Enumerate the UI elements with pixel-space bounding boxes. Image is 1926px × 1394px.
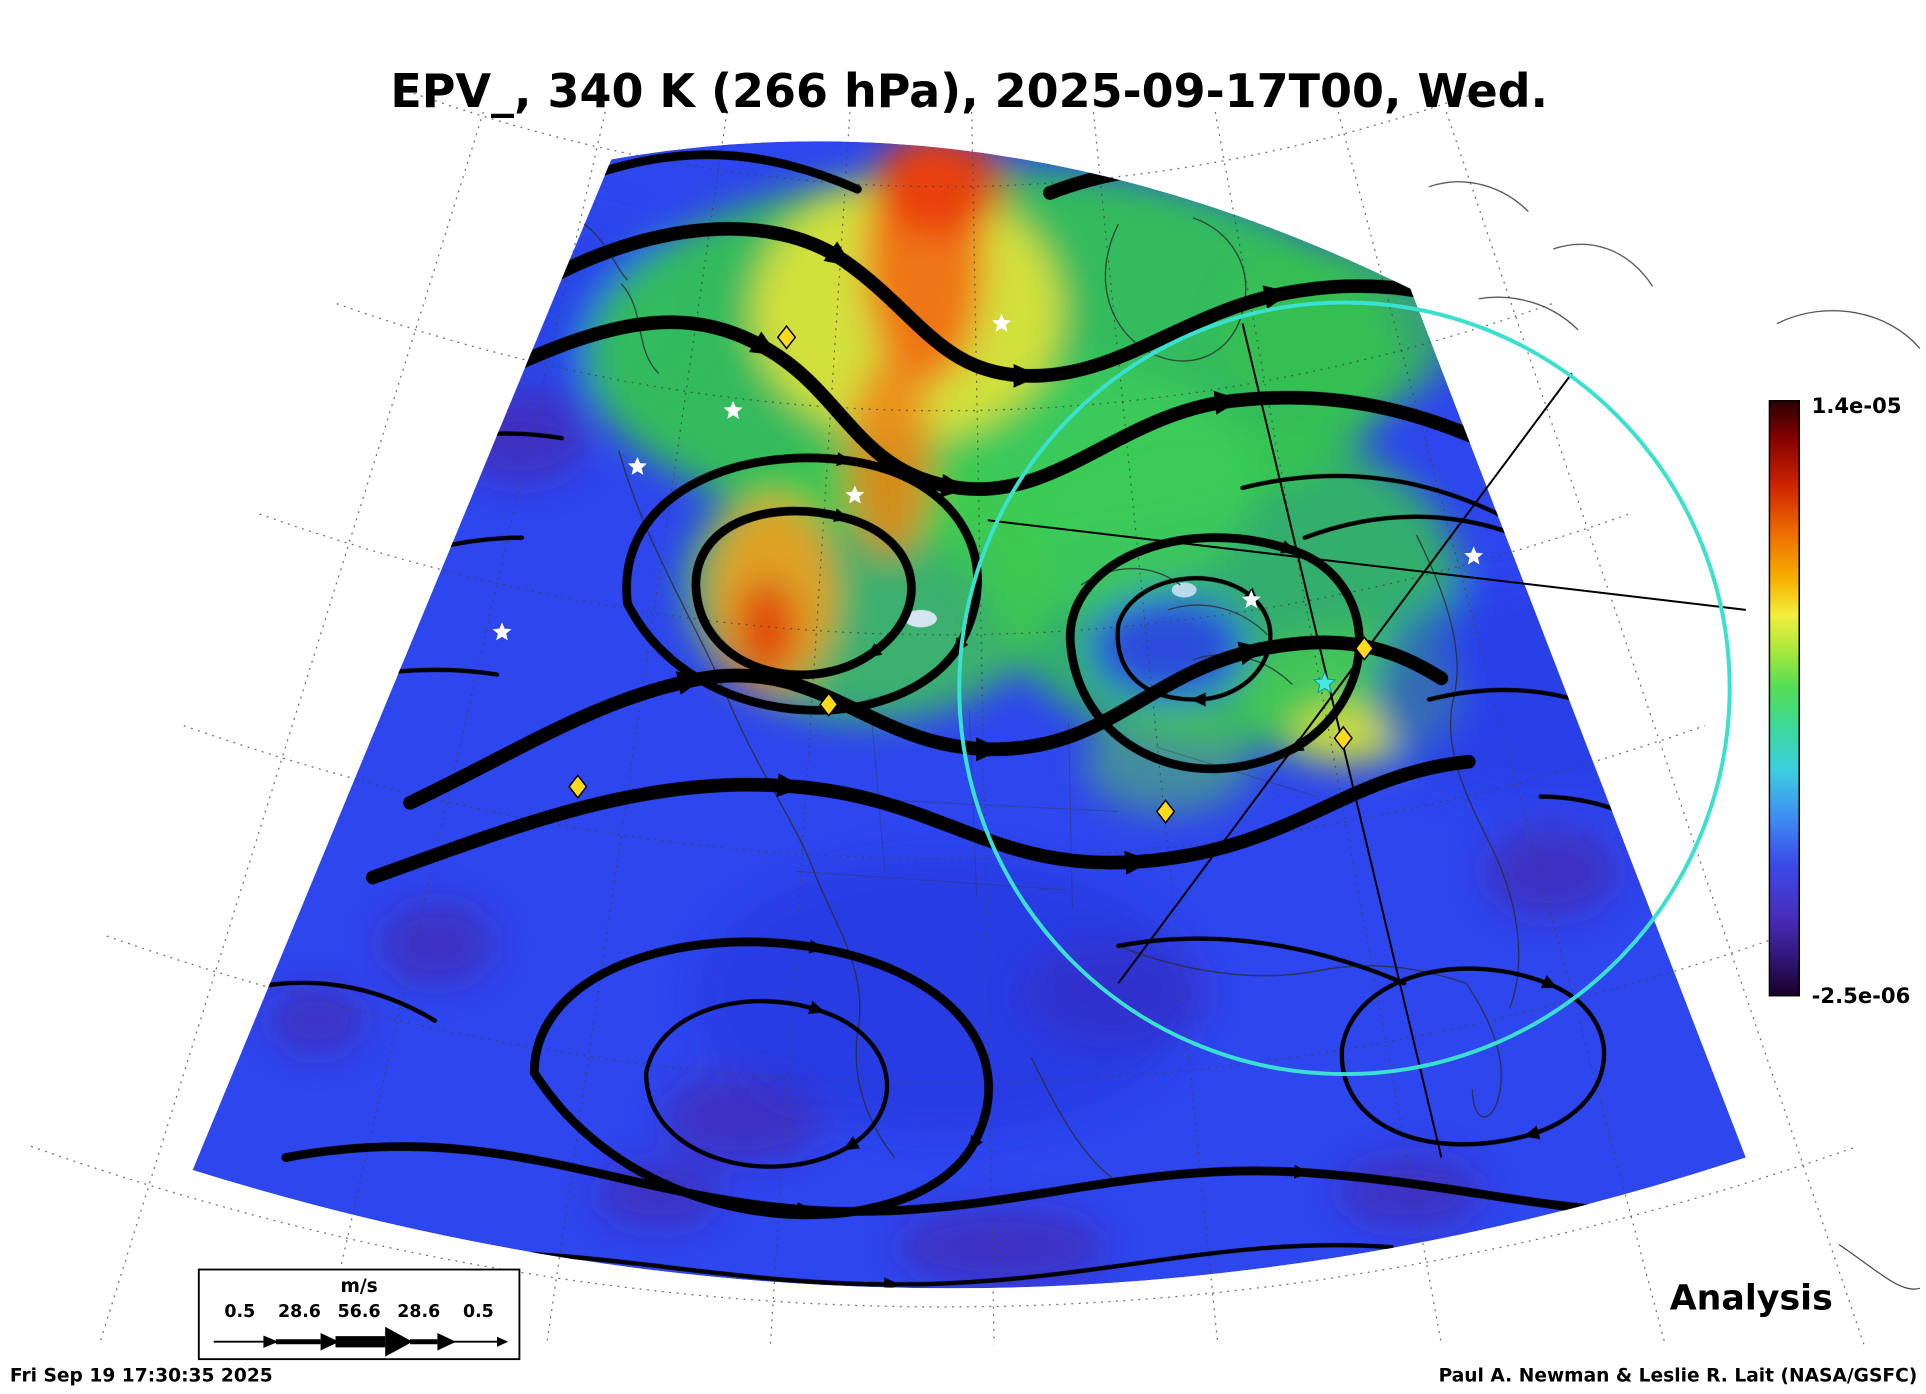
crosshair-line xyxy=(987,519,1746,611)
star-marker xyxy=(628,456,647,475)
streamline xyxy=(1116,936,1407,986)
range-circle xyxy=(957,300,1732,1077)
streamline xyxy=(596,1338,1118,1349)
streamline xyxy=(365,754,1476,885)
station-diamond-marker xyxy=(568,774,588,800)
star-marker xyxy=(1464,546,1484,565)
star-marker xyxy=(492,622,512,641)
plot-title: EPV_, 340 K (266 hPa), 2025-09-17T00, We… xyxy=(390,64,1548,118)
wind-legend-tick: 56.6 xyxy=(338,1302,381,1322)
range-circle-overlay xyxy=(957,300,1746,1158)
star-marker xyxy=(723,400,743,419)
credit: Paul A. Newman & Leslie R. Lait (NASA/GS… xyxy=(1439,1366,1918,1387)
colorbar: 1.4e-05 -2.5e-06 xyxy=(1768,393,1911,1008)
streamline xyxy=(529,937,993,1220)
wind-legend-tick: 28.6 xyxy=(397,1302,440,1322)
station-diamond-marker xyxy=(1333,725,1353,751)
star-marker xyxy=(1241,589,1261,609)
station-markers xyxy=(492,313,1484,824)
station-diamond-marker xyxy=(1155,799,1176,824)
streamline xyxy=(281,1142,1735,1217)
streamline xyxy=(1115,576,1273,707)
star-marker xyxy=(1312,670,1337,694)
colorbar-min-label: -2.5e-06 xyxy=(1812,983,1911,1008)
wind-legend-tick: 28.6 xyxy=(278,1302,321,1322)
streamline xyxy=(622,452,982,715)
star-marker xyxy=(845,485,865,504)
station-diamond-marker xyxy=(1354,636,1374,661)
colorbar-gradient xyxy=(1768,400,1801,997)
wind-legend-tick: 0.5 xyxy=(463,1302,494,1322)
analysis-label: Analysis xyxy=(1670,1278,1833,1318)
streamline xyxy=(643,998,890,1169)
streamline xyxy=(1065,533,1364,774)
wind-legend-unit: m/s xyxy=(340,1276,377,1297)
star-marker xyxy=(992,313,1011,332)
colorbar-max-label: 1.4e-05 xyxy=(1812,393,1902,418)
wind-legend-arrow xyxy=(213,1326,509,1357)
station-diamond-marker xyxy=(819,692,839,717)
wind-legend: m/s 0.5 28.6 56.6 28.6 0.5 xyxy=(197,1268,521,1361)
wind-legend-tick: 0.5 xyxy=(224,1302,255,1322)
timestamp: Fri Sep 19 17:30:35 2025 xyxy=(10,1366,273,1387)
streamline xyxy=(1339,966,1607,1147)
crosshair-line xyxy=(1117,372,1573,984)
station-diamond-marker xyxy=(776,324,797,350)
